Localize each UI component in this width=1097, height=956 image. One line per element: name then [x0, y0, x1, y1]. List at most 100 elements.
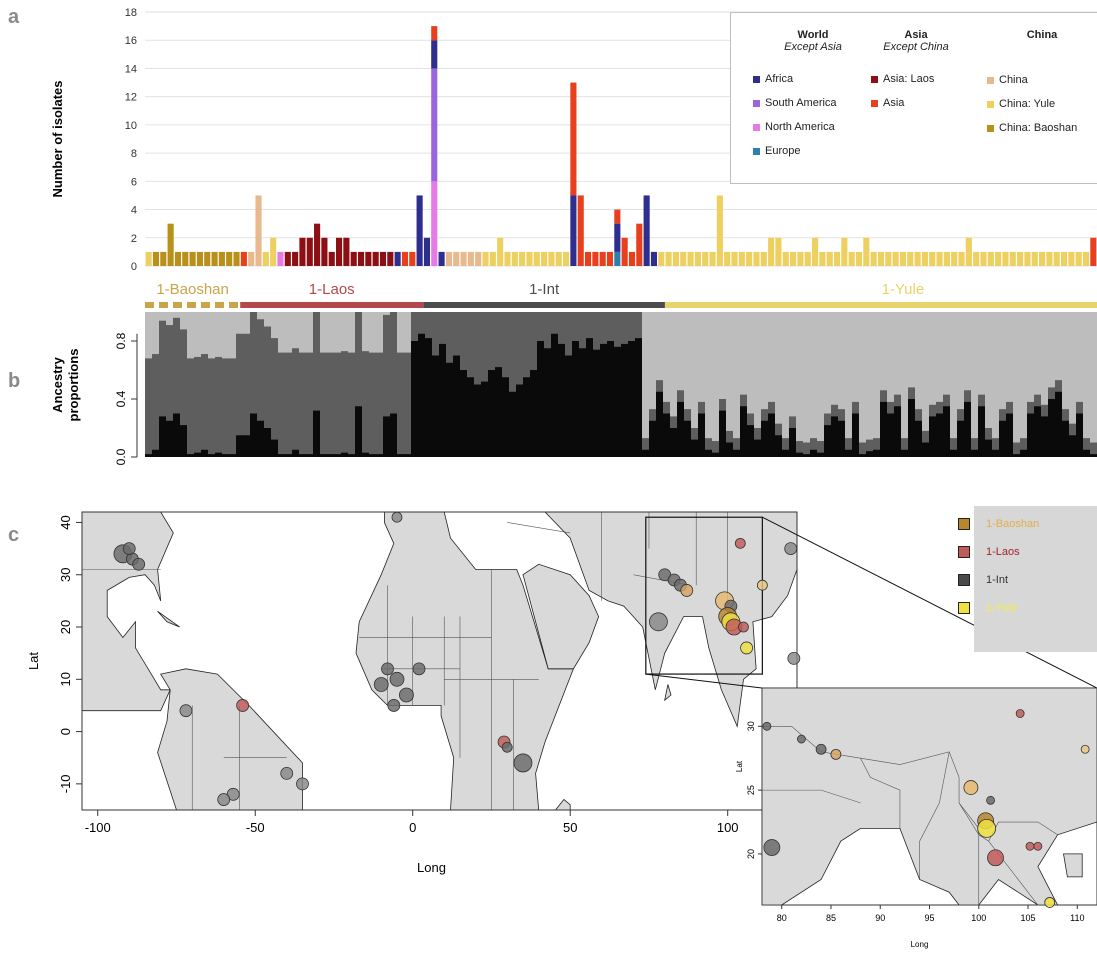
ancestry-bar [236, 435, 244, 457]
ancestry-bar [810, 438, 818, 457]
ancestry-bar [1027, 312, 1035, 457]
ancestry-bar [341, 452, 349, 457]
inset-land-shape [762, 688, 1097, 905]
ancestry-bar [278, 352, 286, 457]
isolate-marker [513, 753, 533, 773]
ancestry-bar [831, 312, 839, 457]
bar-a [738, 251, 745, 266]
bar-a [775, 237, 782, 266]
ancestry-bar [726, 442, 734, 457]
bar-a [460, 251, 467, 266]
bar-a [1039, 251, 1046, 266]
ancestry-bar [782, 312, 790, 457]
ancestry-bar [852, 312, 860, 457]
bar-a [1068, 251, 1075, 266]
bar-a [196, 251, 203, 266]
bar-a [482, 251, 489, 266]
ancestry-panel-b: 0.0 0.4 0.8 Ancestry proportions [50, 312, 1097, 465]
bar-a [577, 195, 584, 266]
legend-title-asia: Asia [904, 29, 928, 41]
panel-letter-a: a [8, 6, 20, 28]
ancestry-bar [824, 425, 832, 457]
ancestry-bar [712, 312, 720, 457]
ancestry-bar [733, 449, 741, 457]
bar-a [204, 251, 211, 266]
ancestry-bar [810, 312, 818, 457]
legend-c-item-laos: 1-Laos [958, 538, 1039, 566]
inset-tick-label: 100 [971, 913, 986, 923]
inset-tick-label: 20 [746, 849, 756, 859]
ancestry-bar [1090, 312, 1097, 457]
ancestry-bar [705, 312, 713, 457]
bar-a [548, 251, 555, 266]
isolate-marker [122, 542, 136, 555]
bar-a [1090, 237, 1097, 266]
legend-item-china: China [987, 68, 1097, 92]
bar-a [687, 251, 694, 266]
bar-a [174, 251, 182, 266]
legend-item-china-baoshan: China: Baoshan [987, 116, 1097, 140]
ancestry-bar [950, 438, 958, 457]
ancestry-bar [1013, 442, 1021, 457]
ancestry-bar [327, 352, 335, 457]
ancestry-bar [705, 438, 713, 457]
isolate-marker [389, 671, 405, 687]
ancestry-bar [992, 438, 1000, 457]
bar-a [1009, 251, 1016, 266]
legend-title-china: China [1026, 29, 1058, 41]
legend-item-china-yule: China: Yule [987, 92, 1097, 116]
ancestry-bar [782, 449, 790, 457]
ancestry-bar [761, 312, 769, 457]
ancestry-bar [880, 312, 888, 457]
bar-a [1002, 251, 1009, 266]
bar-a [921, 251, 928, 266]
ancestry-bar [446, 362, 454, 457]
ancestry-bar [1006, 312, 1014, 457]
bar-a [211, 251, 218, 266]
ancestry-bar [803, 312, 811, 457]
ancestry-bar [159, 416, 167, 457]
bar-a [702, 251, 709, 266]
bar-a [379, 251, 387, 266]
ancestry-bar [740, 406, 748, 457]
ancestry-bar [222, 358, 230, 457]
inset-tick-label: 85 [826, 913, 836, 923]
isolate-marker [387, 699, 401, 712]
ancestry-bar [712, 452, 720, 457]
bar-a [357, 251, 365, 266]
ancestry-bar [782, 438, 790, 457]
ancestry-bar [1020, 312, 1028, 457]
ancestry-bar [306, 454, 314, 457]
inset-border [762, 789, 861, 804]
bar-a [453, 251, 460, 266]
ancestry-bar [159, 320, 167, 457]
ancestry-bar [334, 352, 342, 457]
isolate-marker [412, 662, 426, 676]
ancestry-bar [866, 312, 874, 457]
ancestry-bar [397, 352, 405, 457]
isolate-marker [738, 621, 749, 633]
legend-item-europe: Europe [753, 139, 873, 163]
tick-label-a: 6 [131, 176, 137, 188]
ancestry-bar [859, 442, 867, 457]
ancestry-bar [985, 312, 993, 457]
inset-tick-label: 105 [1021, 913, 1036, 923]
inset-tick-label: 95 [924, 913, 934, 923]
ancestry-bar [194, 452, 202, 457]
ancestry-bar [663, 312, 671, 457]
bar-a [936, 251, 943, 266]
ancestry-bar [698, 413, 706, 457]
ancestry-bar [845, 438, 853, 457]
bar-a [321, 237, 328, 266]
inset-marker [797, 734, 806, 744]
cluster-labels: 1-Baoshan 1-Laos 1-Int 1-Yule [145, 281, 1097, 308]
land [554, 798, 571, 810]
bar-a [914, 251, 921, 266]
bar-a [423, 237, 430, 266]
ancestry-bar [775, 435, 783, 457]
bar-a [248, 251, 255, 266]
ancestry-bar [173, 413, 181, 457]
tick-label-a: 8 [131, 148, 137, 160]
bar-a [262, 251, 269, 266]
isolate-marker [132, 557, 146, 571]
